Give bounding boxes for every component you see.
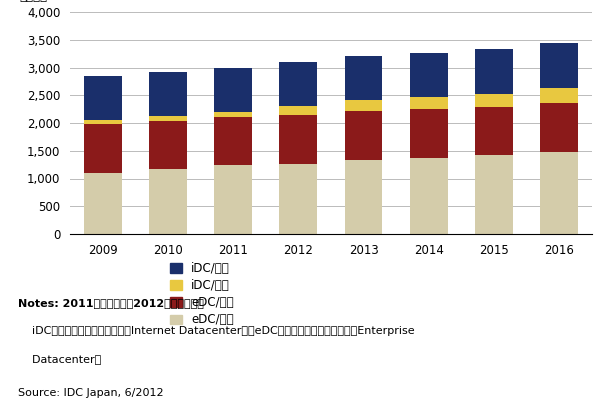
Text: Notes: 2011年は実績値、2012年以降は予測: Notes: 2011年は実績値、2012年以降は予測 bbox=[18, 298, 204, 308]
Bar bbox=[410, 52, 448, 97]
Y-axis label: （億円）: （億円） bbox=[20, 0, 48, 3]
Bar bbox=[149, 121, 187, 169]
Bar bbox=[279, 115, 317, 164]
Bar bbox=[149, 169, 187, 234]
Bar bbox=[84, 76, 121, 120]
Bar bbox=[84, 120, 121, 124]
Bar bbox=[214, 117, 252, 166]
Bar bbox=[214, 68, 252, 112]
Bar bbox=[540, 43, 578, 88]
Bar bbox=[410, 110, 448, 158]
Bar bbox=[475, 50, 513, 94]
Bar bbox=[410, 97, 448, 110]
Text: Datacenter）: Datacenter） bbox=[18, 354, 101, 364]
Bar bbox=[540, 152, 578, 234]
Legend: iDC/新築, iDC/改修, eDC/新築, eDC/改修: iDC/新築, iDC/改修, eDC/新築, eDC/改修 bbox=[170, 262, 234, 326]
Bar bbox=[279, 106, 317, 115]
Text: iDC：事業者データセンター（Internet Datacenter）、eDC：企業内データセンター（Enterprise: iDC：事業者データセンター（Internet Datacenter）、eDC：… bbox=[18, 326, 415, 336]
Bar bbox=[149, 72, 187, 116]
Bar bbox=[345, 111, 382, 160]
Bar bbox=[214, 112, 252, 117]
Bar bbox=[345, 56, 382, 100]
Bar bbox=[84, 124, 121, 173]
Bar bbox=[149, 116, 187, 121]
Bar bbox=[410, 158, 448, 234]
Bar bbox=[84, 173, 121, 234]
Bar bbox=[475, 108, 513, 156]
Bar bbox=[345, 100, 382, 111]
Bar bbox=[475, 94, 513, 108]
Bar bbox=[279, 164, 317, 234]
Bar bbox=[279, 62, 317, 106]
Text: Source: IDC Japan, 6/2012: Source: IDC Japan, 6/2012 bbox=[18, 388, 164, 398]
Bar bbox=[214, 166, 252, 234]
Bar bbox=[475, 156, 513, 234]
Bar bbox=[540, 88, 578, 103]
Bar bbox=[540, 103, 578, 152]
Bar bbox=[345, 160, 382, 234]
